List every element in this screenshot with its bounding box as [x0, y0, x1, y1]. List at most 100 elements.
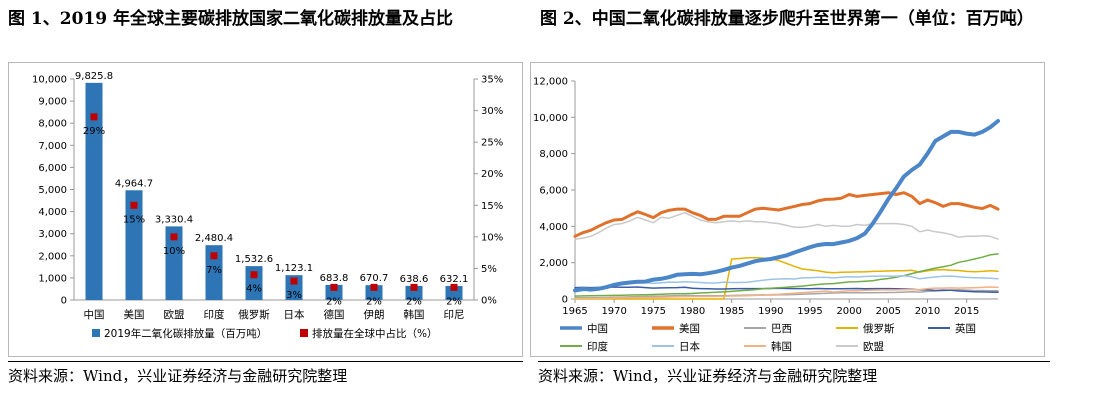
y-tick-label: 10,000 [32, 75, 67, 86]
y-tick-label: 0 [61, 296, 67, 307]
series-line [574, 256, 999, 300]
legend-label: 美国 [679, 322, 700, 335]
x-tick-label: 1985 [719, 306, 744, 317]
bar-value-label: 670.7 [360, 273, 389, 284]
share-value-label: 29% [83, 126, 105, 137]
y-tick-label: 8,000 [539, 149, 568, 160]
y2-tick-label: 5% [481, 264, 497, 275]
bar [405, 285, 423, 300]
share-marker [250, 271, 258, 279]
emissions-line-chart: 0 2,000 4,000 6,000 8,000 10,000 12,000 1965 197… [530, 62, 1045, 357]
share-marker [170, 233, 178, 241]
right-source-rule [538, 361, 1050, 362]
y-tick-label: 9,000 [38, 97, 67, 108]
x-tick-label: 2005 [876, 306, 901, 317]
y-tick-label: 3,000 [38, 229, 67, 240]
bar-value-label: 9,825.8 [75, 71, 113, 82]
x-tick-label: 2010 [915, 306, 940, 317]
category-label: 德国 [324, 308, 345, 321]
share-marker [370, 283, 378, 291]
x-tick-label: 1970 [601, 306, 626, 317]
category-label: 韩国 [404, 308, 425, 321]
x-tick-label: 2015 [954, 306, 979, 317]
bar [365, 285, 383, 300]
legend-bar-label: 2019年二氧化碳排放量（百万吨） [104, 327, 267, 340]
series-line [574, 286, 999, 300]
share-marker [210, 252, 218, 260]
bar-value-label: 3,330.4 [155, 214, 193, 225]
x-tick-label: 1975 [641, 306, 666, 317]
bar-value-label: 1,532.6 [235, 254, 273, 265]
x-tick-label: 2000 [836, 306, 861, 317]
y-tick-label: 10,000 [533, 113, 568, 124]
share-marker [130, 201, 138, 209]
legend-label: 俄罗斯 [863, 322, 895, 335]
category-label: 美国 [124, 308, 145, 321]
y2-tick-label: 30% [481, 106, 503, 117]
bar-value-label: 4,964.7 [115, 178, 153, 189]
y2-tick-label: 0% [481, 296, 497, 307]
share-value-label: 2% [446, 296, 462, 307]
share-value-label: 7% [206, 265, 222, 276]
bar-value-label: 638.6 [400, 274, 429, 285]
category-label: 俄罗斯 [238, 308, 270, 321]
x-tick-label: 1995 [797, 306, 822, 317]
y-tick-label: 2,000 [38, 251, 67, 262]
y-tick-label: 5,000 [38, 185, 67, 196]
legend-marker-label: 排放量在全球中占比（%） [312, 327, 437, 340]
share-value-label: 2% [366, 296, 382, 307]
share-value-label: 15% [123, 214, 145, 225]
share-marker [290, 277, 298, 285]
y-tick-label: 12,000 [533, 77, 568, 88]
x-tick-label: 1965 [562, 306, 587, 317]
left-source-rule [8, 361, 523, 362]
bar [165, 226, 183, 300]
y-tick-label: 2,000 [539, 258, 568, 269]
legend-label: 巴西 [771, 323, 792, 335]
legend-label: 韩国 [771, 340, 792, 353]
figure1-source: 资料来源：Wind，兴业证券经济与金融研究院整理 [8, 367, 348, 385]
category-label: 欧盟 [164, 309, 185, 321]
bar [125, 190, 143, 300]
y-tick-label: 4,000 [38, 207, 67, 218]
bar-value-label: 1,123.1 [275, 263, 313, 274]
y-tick-label: 8,000 [38, 119, 67, 130]
share-marker [410, 283, 418, 291]
share-value-label: 2% [326, 296, 342, 307]
share-value-label: 4% [246, 284, 262, 295]
y2-tick-label: 20% [481, 169, 503, 180]
bar-value-label: 683.8 [320, 273, 349, 284]
series-line [574, 288, 999, 299]
bar [445, 286, 463, 300]
share-marker [330, 283, 338, 291]
category-label: 日本 [284, 308, 305, 321]
category-label: 中国 [84, 308, 105, 321]
series-line [574, 253, 999, 297]
emissions-bar-chart: 0 1,000 2,000 3,000 4,000 5,000 6,000 7,000 8,00… [8, 62, 523, 357]
figure2-title: 图 2、中国二氧化碳排放量逐步爬升至世界第一（单位：百万吨） [540, 9, 1034, 29]
legend-label: 日本 [679, 340, 700, 353]
series-line [574, 211, 999, 240]
share-marker [450, 283, 458, 291]
y2-tick-label: 15% [481, 201, 503, 212]
y-tick-label: 6,000 [539, 186, 568, 197]
category-label: 印尼 [444, 309, 465, 321]
y-tick-label: 0 [562, 295, 568, 306]
y-tick-label: 1,000 [38, 273, 67, 284]
category-label: 印度 [204, 308, 225, 321]
bar [205, 245, 223, 300]
y2-tick-label: 10% [481, 232, 503, 243]
bar-value-label: 632.1 [440, 274, 469, 285]
series-line [573, 191, 1000, 238]
share-value-label: 10% [163, 246, 185, 257]
bar-value-label: 2,480.4 [195, 233, 233, 244]
series-line [574, 286, 999, 294]
bar [85, 82, 103, 300]
x-tick-label: 1980 [680, 306, 705, 317]
legend-marker-swatch [300, 329, 308, 337]
y-tick-label: 7,000 [38, 141, 67, 152]
legend-bar-swatch [92, 329, 100, 337]
y2-tick-label: 35% [481, 75, 503, 86]
bar [285, 275, 303, 300]
share-value-label: 3% [286, 290, 302, 301]
